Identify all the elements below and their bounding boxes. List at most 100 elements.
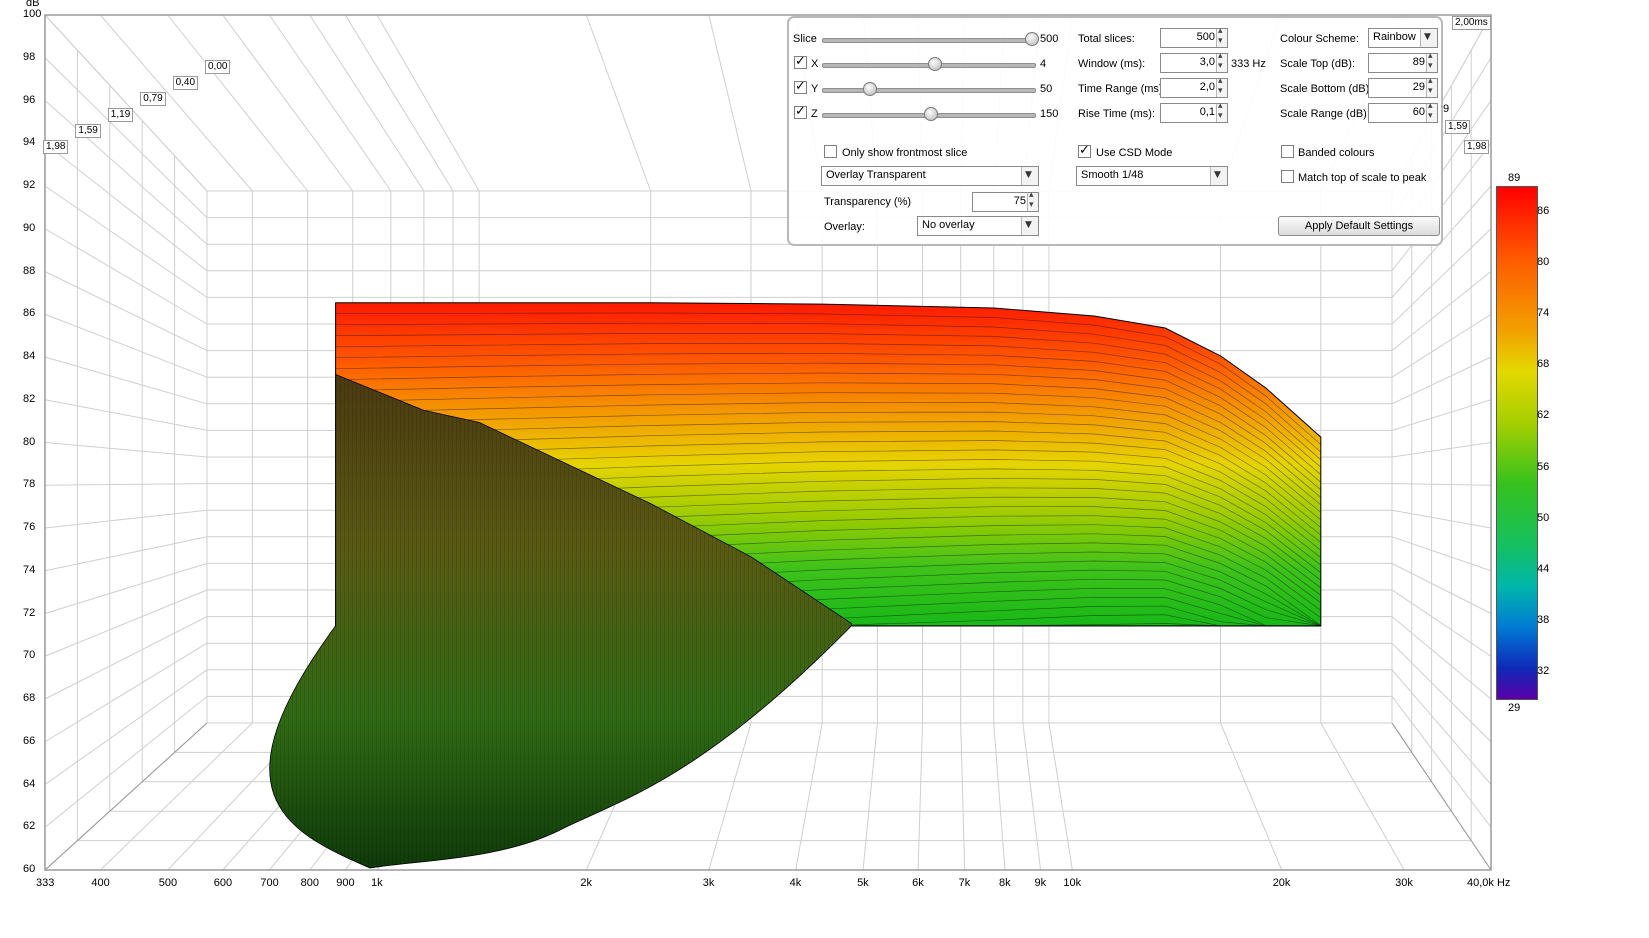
colour-scale-tick: 62 [1537,409,1550,422]
grid-line [1391,562,1492,614]
y-tick-label: 64 [23,777,36,790]
y-tick-label: 78 [23,478,36,491]
y-slider-thumb[interactable] [863,82,877,96]
x-label: X [811,58,819,70]
grid-line [44,696,208,828]
grid-line [1391,399,1492,431]
use-csd-checkbox[interactable] [1078,143,1091,158]
z-slider-thumb[interactable] [924,107,938,121]
colour-scale-tick: 86 [1537,204,1550,217]
spin-arrows-icon[interactable] [1216,51,1227,72]
grid-line [585,14,652,192]
grid-line [1391,669,1492,785]
grid-line [1391,536,1492,572]
rise-time-label: Rise Time (ms): [1078,108,1155,120]
colour-scheme-select[interactable]: Rainbow [1368,28,1438,48]
smoothing-select[interactable]: Smooth 1/48 [1076,166,1228,186]
x-tick-label: 600 [213,877,233,889]
match-top-checkbox[interactable] [1281,170,1294,183]
x-tick-label: 700 [260,877,279,889]
slice-slider-thumb[interactable] [1025,32,1039,46]
surface-front-stripes [269,374,852,868]
colour-scale-tick: 56 [1537,460,1550,473]
spin-arrows-icon[interactable] [1216,26,1227,47]
overlay-select[interactable]: No overlay [917,216,1039,236]
slice-contour [335,322,1322,453]
time-range-input[interactable]: 2,0 [1160,76,1228,98]
y-tick-label: 96 [23,93,36,106]
chevron-down-icon[interactable] [1210,167,1227,185]
grid-line [44,228,208,325]
colour-scale-tick: 50 [1537,511,1550,524]
grid-line [44,100,208,245]
transparency-label: Transparency (%) [824,196,912,208]
scale-range-input[interactable]: 60 [1368,101,1438,123]
grid-line [1320,722,1405,871]
x-slider-thumb[interactable] [928,57,942,71]
spin-arrows-icon[interactable] [1426,76,1437,97]
scale-top-input[interactable]: 89 [1368,51,1438,73]
grid-line [44,356,208,405]
scale-range-value: 60 [1412,106,1425,118]
spin-arrows-icon[interactable] [1027,190,1038,211]
spin-arrows-icon[interactable] [1216,76,1227,97]
x-tick-label: 6k [912,877,924,889]
slice-contour [335,362,1322,483]
y-tick-label: 62 [23,820,36,833]
grid-line [100,722,253,871]
x-checkbox[interactable] [794,54,807,69]
transparency-input[interactable]: 75 [972,190,1039,212]
match-top-label: Match top of scale to peak [1298,172,1427,184]
overlay-mode-select[interactable]: Overlay Transparent [821,166,1039,186]
y-tick-label: 68 [23,692,36,704]
scale-bottom-input[interactable]: 29 [1368,76,1438,98]
slice-slider[interactable] [822,38,1036,43]
x-tick-label: 9k [1034,877,1047,889]
grid-line [1391,616,1492,700]
only-frontmost-checkbox[interactable] [824,145,837,158]
x-tick-label: 4k [789,877,802,889]
x-tick-label: 7k [958,877,971,889]
x-tick-label: 8k [998,877,1011,889]
spin-arrows-icon[interactable] [1216,101,1227,122]
y-tick-label: 80 [23,435,36,448]
x-tick-label: 2k [580,877,592,889]
time-tick-label: 0,79 [140,92,166,106]
spin-arrows-icon[interactable] [1426,51,1437,72]
colour-scale-tick: 29 [1508,702,1521,714]
grid-line [44,509,208,529]
grid-line [1022,722,1042,871]
grid-line [44,399,208,431]
z-checkbox[interactable] [794,104,807,119]
banded-colours-checkbox[interactable] [1281,145,1294,158]
grid-line [44,483,208,486]
apply-default-button[interactable]: Apply Default Settings [1278,216,1440,236]
y-slider[interactable] [822,88,1036,93]
slice-contour [335,402,1322,513]
time-tick-label: 9 [1443,103,1450,115]
y-unit-label: dB [26,0,40,9]
chevron-down-icon[interactable] [1021,217,1038,235]
chevron-down-icon[interactable] [1420,29,1437,47]
scale-bottom-label: Scale Bottom (dB): [1280,83,1373,95]
y-checkbox[interactable] [794,79,807,94]
y-tick-label: 86 [23,307,36,320]
window-input[interactable]: 3,0 [1160,51,1228,73]
colour-scale-tick: 68 [1537,358,1550,371]
x-tick-label: 20k [1272,877,1291,889]
grid-line [1391,589,1492,657]
total-slices-input[interactable]: 500 [1160,26,1228,48]
grid-line [44,669,208,785]
grid-line [917,722,924,871]
slice-contour [335,382,1322,498]
chevron-down-icon[interactable] [1021,167,1038,185]
rise-time-input[interactable]: 0,1 [1160,101,1228,123]
x-tick-label: 10k [1063,877,1082,889]
x-tick-label: 3k [702,877,715,889]
spin-arrows-icon[interactable] [1426,101,1437,122]
grid-line [1391,356,1492,405]
slice-value: 500 [1040,33,1059,45]
colour-scale-tick: 38 [1537,614,1550,627]
x-tick-label: 800 [300,877,320,889]
